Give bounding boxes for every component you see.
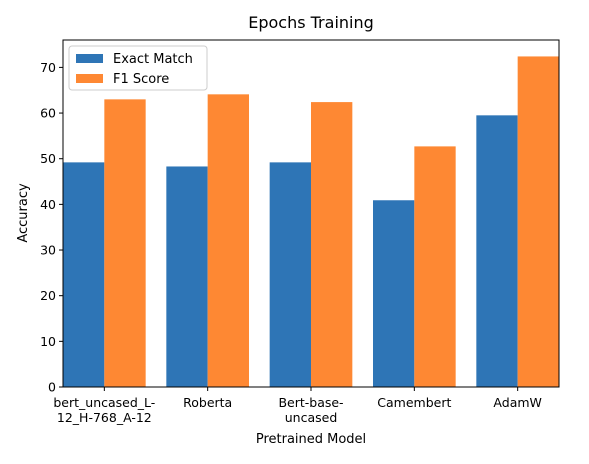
y-tick-label-70: 70 <box>40 60 56 75</box>
x-axis: bert_uncased_L-12_H-768_A-12 Roberta Bert-… <box>53 387 542 425</box>
bars-layer <box>63 56 559 388</box>
bar-exact-match-3 <box>373 200 415 387</box>
x-axis-label: Pretrained Model <box>256 432 366 447</box>
y-tick-label-30: 30 <box>40 243 56 258</box>
bar-f1-score-2 <box>311 102 353 388</box>
legend-swatch-0 <box>76 54 103 63</box>
y-tick-label-0: 0 <box>48 380 56 395</box>
plot-frame <box>62 39 560 388</box>
chart-title: Epochs Training <box>248 13 374 32</box>
bar-f1-score-3 <box>414 146 456 387</box>
x-tick-label-0: bert_uncased_L-12_H-768_A-12 <box>53 395 155 425</box>
bar-f1-score-0 <box>104 99 146 388</box>
bar-exact-match-4 <box>476 115 518 388</box>
x-tick-label-3: Camembert <box>377 395 451 410</box>
bar-f1-score-4 <box>517 56 559 388</box>
bar-exact-match-0 <box>63 162 105 387</box>
y-axis-label: Accuracy <box>16 183 31 243</box>
y-tick-label-60: 60 <box>40 106 56 121</box>
y-axis: 0 10 20 30 40 50 60 70 <box>40 60 63 395</box>
legend-box <box>68 45 208 91</box>
bar-f1-score-1 <box>207 94 249 388</box>
x-tick-label-1: Roberta <box>183 395 232 410</box>
y-tick-label-10: 10 <box>40 334 56 349</box>
y-tick-label-50: 50 <box>40 151 56 166</box>
bar-exact-match-1 <box>166 166 208 387</box>
x-tick-label-2: Bert-base-uncased <box>278 395 343 425</box>
legend-swatch-1 <box>76 74 103 83</box>
bar-exact-match-2 <box>269 162 311 387</box>
y-tick-label-40: 40 <box>40 197 56 212</box>
legend-label-0: Exact Match <box>113 52 193 67</box>
legend: Exact Match F1 Score <box>68 45 208 91</box>
x-tick-label-4: AdamW <box>493 395 541 410</box>
legend-label-1: F1 Score <box>113 72 169 87</box>
y-tick-label-20: 20 <box>40 288 56 303</box>
